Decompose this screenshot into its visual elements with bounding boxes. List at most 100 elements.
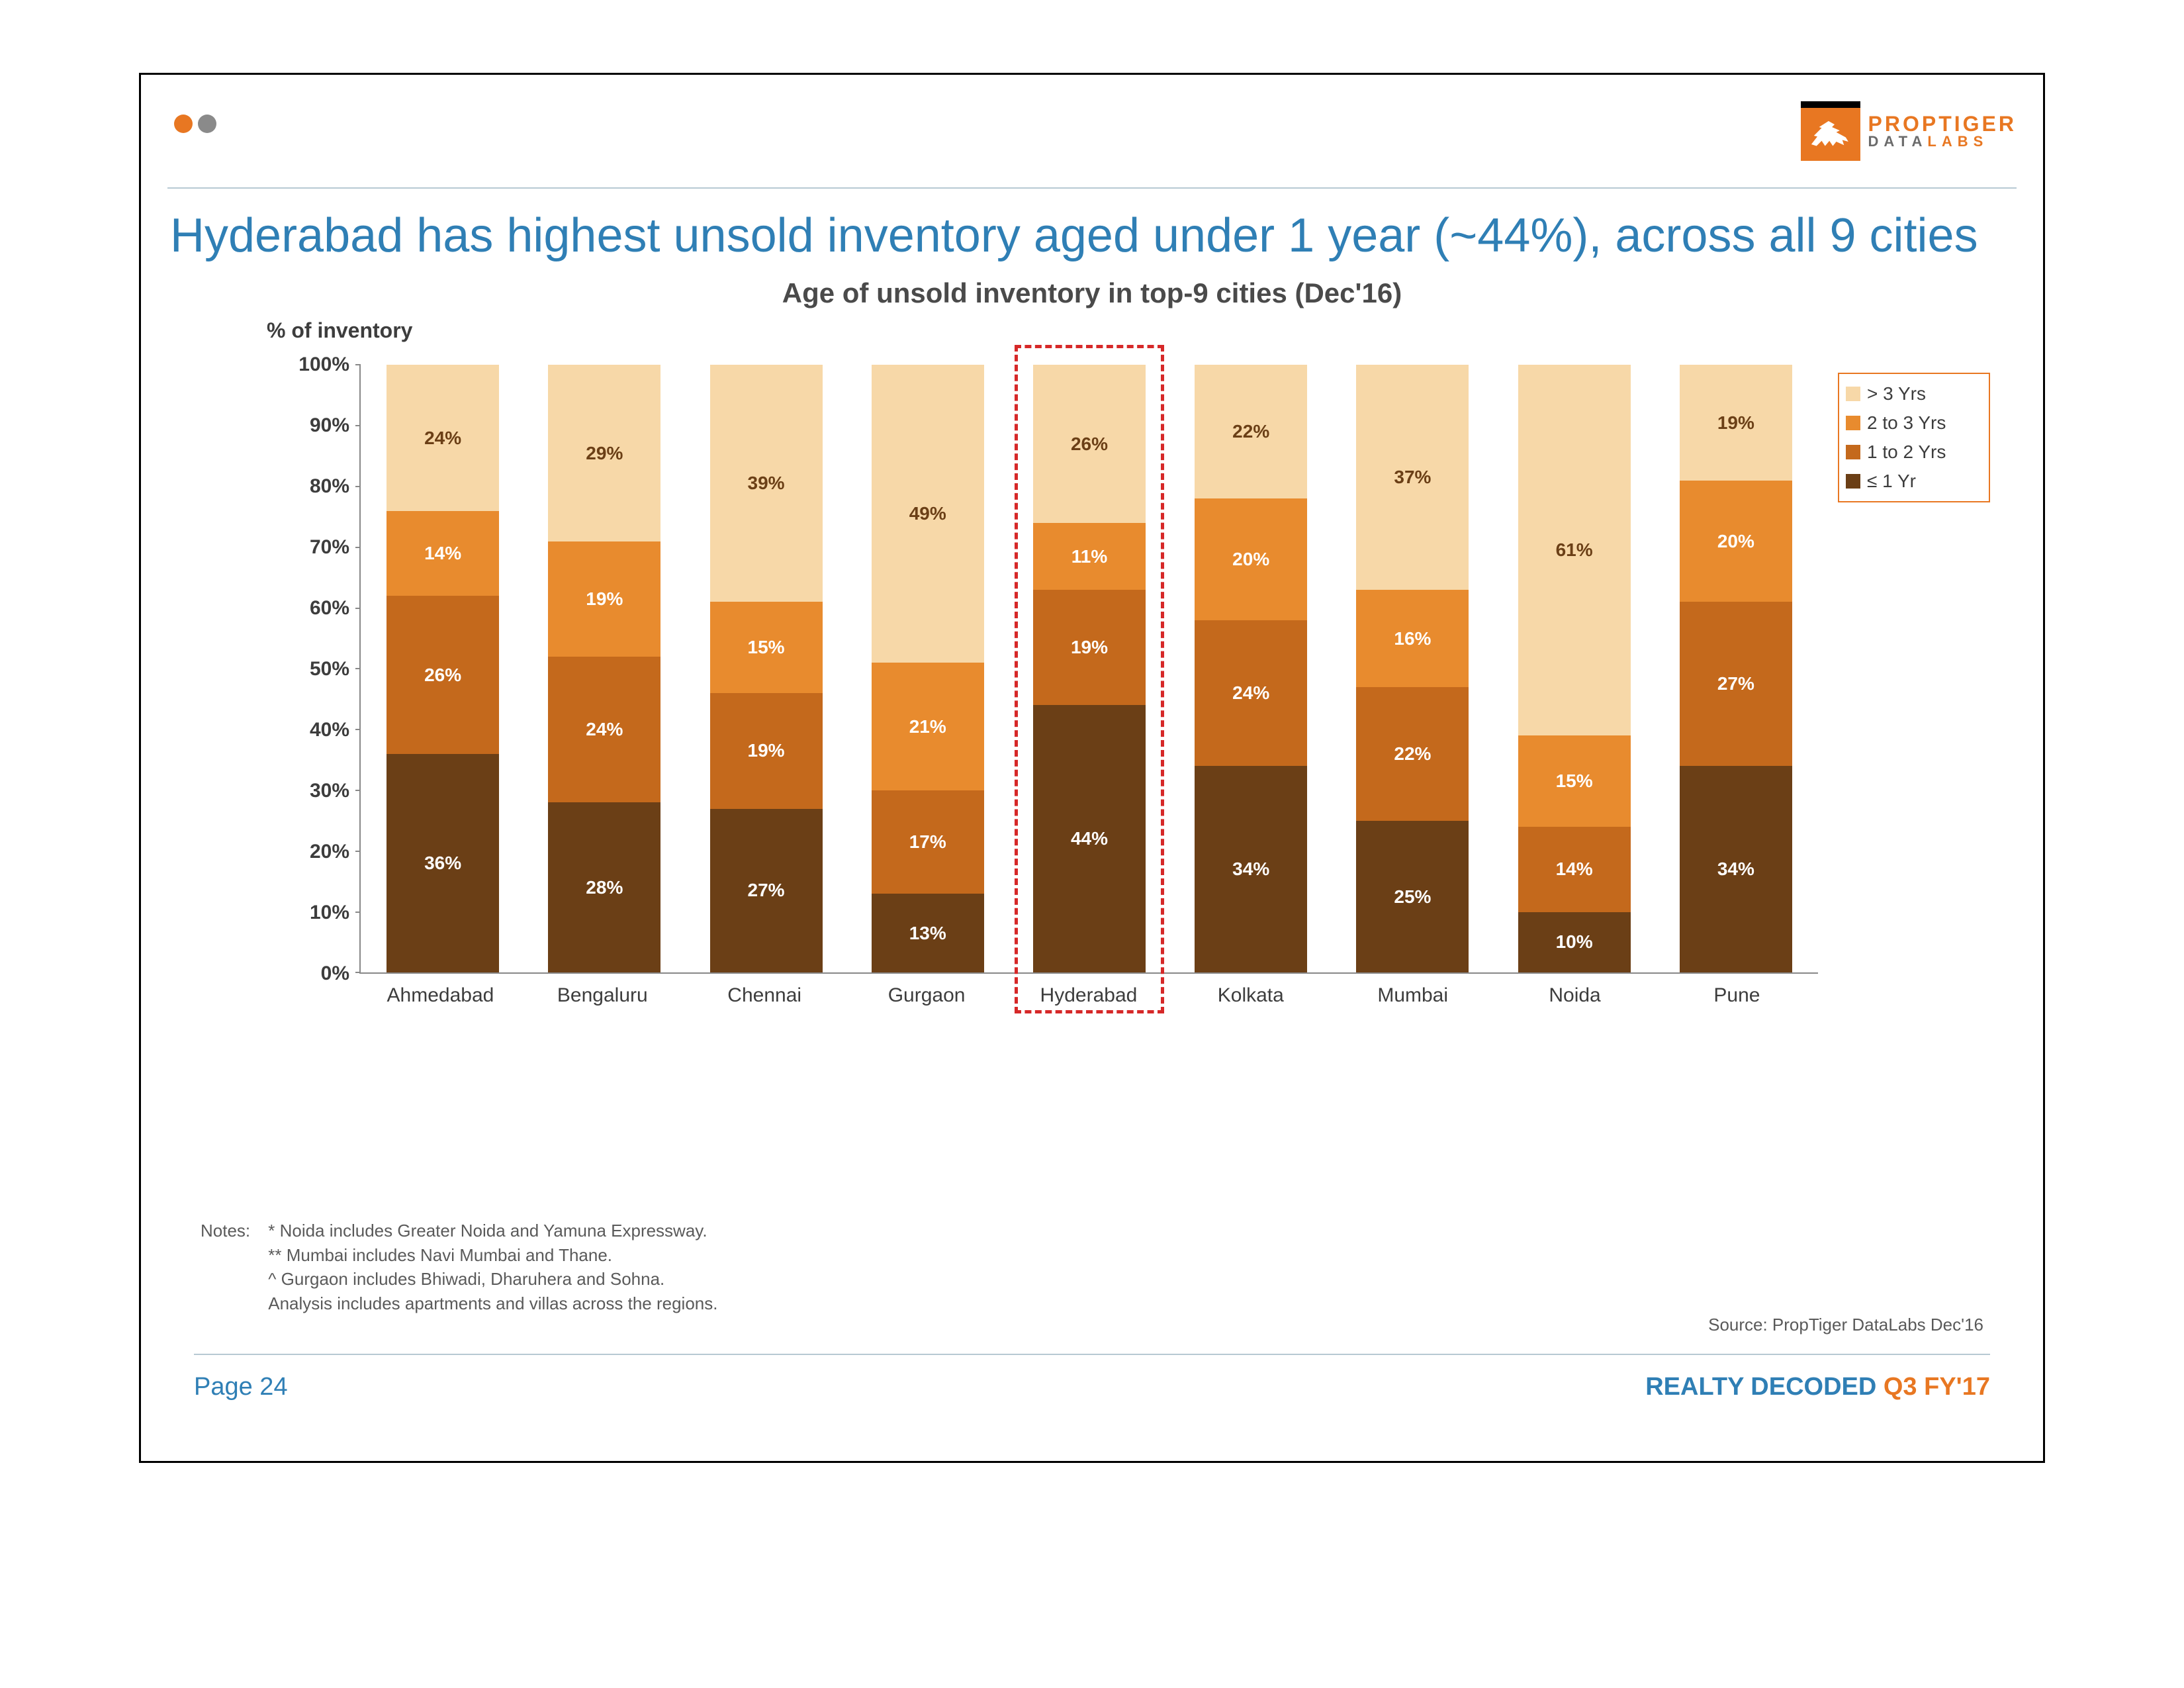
bar-segment: 19% (1033, 590, 1146, 705)
notes-lines: * Noida includes Greater Noida and Yamun… (268, 1219, 717, 1315)
legend-swatch (1846, 474, 1860, 489)
bar-column: 28%24%19%29% (548, 365, 660, 972)
y-tick-label: 10% (310, 902, 349, 924)
y-tick-label: 100% (298, 353, 349, 376)
bar-segment: 14% (387, 511, 499, 596)
bar-segment: 34% (1680, 766, 1792, 972)
note-line: * Noida includes Greater Noida and Yamun… (268, 1219, 717, 1243)
bar-segment: 27% (1680, 602, 1792, 766)
bar-segment: 44% (1033, 705, 1146, 972)
chart-title: Age of unsold inventory in top-9 cities … (167, 277, 2017, 325)
bar-column: 27%19%15%39% (710, 365, 823, 972)
tiger-icon (1801, 101, 1860, 161)
bar-segment: 39% (710, 365, 823, 602)
slide-frame: PROPTIGER DATALABS Hyderabad has highest… (139, 73, 2045, 1463)
bar-segment: 26% (1033, 365, 1146, 523)
y-tick-label: 40% (310, 719, 349, 741)
bar-segment: 28% (548, 802, 660, 972)
bars-container: 36%26%14%24%28%24%19%29%27%19%15%39%13%1… (361, 365, 1818, 972)
bar-segment: 16% (1356, 590, 1469, 687)
bar-segment: 24% (1195, 620, 1307, 766)
bar-column: 34%24%20%22% (1195, 365, 1307, 972)
x-axis-label: Chennai (708, 984, 821, 1007)
x-axis-label: Ahmedabad (384, 984, 496, 1007)
footer-brand: REALTY DECODED Q3 FY'17 (1645, 1373, 1990, 1401)
bar-segment: 34% (1195, 766, 1307, 972)
source-label: Source: PropTiger DataLabs Dec'16 (1708, 1315, 1983, 1335)
bar-column: 36%26%14%24% (387, 365, 499, 972)
bar-segment: 19% (548, 541, 660, 657)
brand-line2: DATALABS (1868, 134, 2017, 149)
y-tick-label: 70% (310, 536, 349, 559)
x-axis-label: Bengaluru (546, 984, 659, 1007)
bar-column: 13%17%21%49% (872, 365, 984, 972)
legend-label: ≤ 1 Yr (1867, 471, 1916, 492)
y-tick-label: 20% (310, 841, 349, 863)
brand-line2-b: LABS (1927, 133, 1988, 150)
y-tick-label: 30% (310, 780, 349, 802)
bar-column: 25%22%16%37% (1356, 365, 1469, 972)
header-rule (167, 187, 2017, 189)
y-axis-label: % of inventory (267, 318, 412, 343)
footer-brand-name: REALTY DECODED (1645, 1373, 1876, 1401)
note-line: ^ Gurgaon includes Bhiwadi, Dharuhera an… (268, 1267, 717, 1291)
pager-dot-active (174, 115, 193, 133)
bar-segment: 26% (387, 596, 499, 754)
x-axis-label: Pune (1680, 984, 1793, 1007)
bar-segment: 17% (872, 790, 984, 894)
bar-column: 44%19%11%26% (1033, 365, 1146, 972)
header-row: PROPTIGER DATALABS (167, 101, 2017, 181)
x-axis-label: Gurgaon (870, 984, 983, 1007)
y-ticks: 0%10%20%30%40%50%60%70%80%90%100% (267, 365, 356, 974)
brand-logo: PROPTIGER DATALABS (1801, 101, 2017, 161)
bar-segment: 20% (1680, 481, 1792, 602)
bar-segment: 10% (1518, 912, 1631, 973)
footer-period: Q3 FY'17 (1884, 1373, 1990, 1401)
bar-segment: 21% (872, 663, 984, 790)
x-axis-labels: Ahmedabad Bengaluru Chennai Gurgaon Hyderaba… (359, 984, 1818, 1007)
bar-segment: 61% (1518, 365, 1631, 735)
bar-segment: 11% (1033, 523, 1146, 590)
x-axis-label: Kolkata (1195, 984, 1307, 1007)
bar-segment: 49% (872, 365, 984, 663)
legend-label: 2 to 3 Yrs (1867, 412, 1946, 434)
bar-segment: 14% (1518, 827, 1631, 912)
x-axis-label: Hyderabad (1032, 984, 1145, 1007)
legend-swatch (1846, 416, 1860, 430)
y-tick-label: 50% (310, 658, 349, 680)
bar-segment: 22% (1356, 687, 1469, 821)
bar-segment: 15% (1518, 735, 1631, 827)
legend: > 3 Yrs 2 to 3 Yrs 1 to 2 Yrs ≤ 1 Yr (1838, 373, 1990, 502)
pager-dots (167, 101, 216, 133)
bar-segment: 37% (1356, 365, 1469, 590)
brand-line2-a: DATA (1868, 133, 1928, 150)
legend-item: 2 to 3 Yrs (1846, 408, 1982, 438)
y-tick-label: 60% (310, 597, 349, 620)
pager-dot (198, 115, 216, 133)
bar-segment: 36% (387, 754, 499, 972)
legend-item: ≤ 1 Yr (1846, 467, 1982, 496)
bar-segment: 22% (1195, 365, 1307, 498)
bar-column: 10%14%15%61% (1518, 365, 1631, 972)
legend-label: > 3 Yrs (1867, 383, 1926, 404)
brand-text: PROPTIGER DATALABS (1860, 113, 2017, 149)
y-tick-label: 0% (321, 962, 349, 985)
legend-item: > 3 Yrs (1846, 379, 1982, 408)
note-line: Analysis includes apartments and villas … (268, 1291, 717, 1315)
x-axis-label: Mumbai (1357, 984, 1469, 1007)
bar-segment: 20% (1195, 498, 1307, 620)
bar-segment: 25% (1356, 821, 1469, 973)
bar-segment: 15% (710, 602, 823, 693)
bar-segment: 27% (710, 809, 823, 973)
notes-label: Notes: (201, 1219, 263, 1243)
legend-swatch (1846, 387, 1860, 401)
legend-item: 1 to 2 Yrs (1846, 438, 1982, 467)
footer: Page 24 REALTY DECODED Q3 FY'17 (194, 1373, 1990, 1401)
bar-segment: 29% (548, 365, 660, 541)
bar-segment: 19% (1680, 365, 1792, 480)
bar-segment: 24% (548, 657, 660, 802)
content-area: PROPTIGER DATALABS Hyderabad has highest… (167, 101, 2017, 1434)
bar-segment: 19% (710, 693, 823, 808)
bar-column: 34%27%20%19% (1680, 365, 1792, 972)
y-tick-label: 80% (310, 475, 349, 498)
